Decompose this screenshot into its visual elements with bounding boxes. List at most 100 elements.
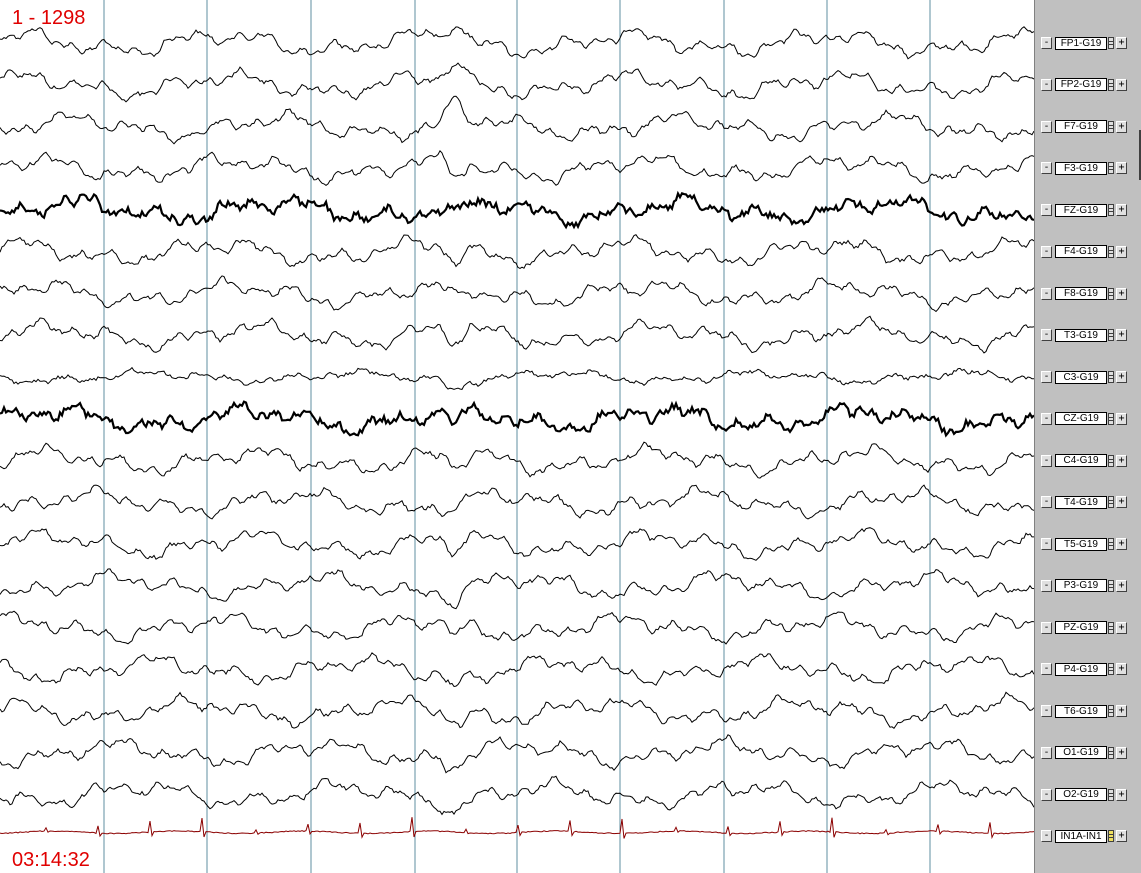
eeg-trace [0, 149, 1034, 187]
channel-control-row: - F8-G19 + [1041, 287, 1127, 301]
eeg-waveform-canvas[interactable] [0, 0, 1034, 873]
channel-scale-icon[interactable] [1108, 204, 1114, 216]
channel-label[interactable]: O2-G19 [1055, 788, 1107, 801]
channel-gain-decrease-button[interactable]: - [1041, 37, 1052, 49]
eeg-trace [0, 95, 1034, 145]
channel-gain-increase-button[interactable]: + [1116, 287, 1127, 300]
eeg-trace [0, 527, 1034, 561]
channel-label[interactable]: IN1A-IN1 [1055, 829, 1107, 843]
channel-scale-icon[interactable] [1108, 412, 1114, 425]
channel-label[interactable]: T6-G19 [1055, 704, 1107, 718]
channel-label[interactable]: O1-G19 [1055, 746, 1107, 760]
channel-scale-icon[interactable] [1108, 329, 1114, 342]
channel-gain-decrease-button[interactable]: - [1041, 705, 1052, 717]
channel-label[interactable]: T3-G19 [1055, 328, 1107, 342]
channel-gain-increase-button[interactable]: + [1116, 663, 1127, 676]
channel-scale-icon[interactable] [1108, 454, 1114, 467]
channel-gain-increase-button[interactable]: + [1116, 245, 1127, 258]
page-range-label: 1 - 1298 [12, 7, 86, 29]
channel-scale-icon[interactable] [1108, 371, 1114, 383]
channel-gain-decrease-button[interactable]: - [1041, 788, 1052, 801]
channel-label[interactable]: P4-G19 [1055, 662, 1107, 676]
channel-label[interactable]: FP1-G19 [1055, 36, 1107, 50]
channel-gain-increase-button[interactable]: + [1116, 371, 1127, 383]
channel-scale-icon[interactable] [1108, 287, 1114, 300]
channel-gain-increase-button[interactable]: + [1116, 621, 1127, 634]
channel-label[interactable]: T5-G19 [1055, 537, 1107, 551]
channel-label[interactable]: C4-G19 [1055, 454, 1107, 467]
channel-label[interactable]: T4-G19 [1055, 495, 1107, 509]
channel-controls-panel: - FP1-G19 + - FP2-G19 + - F7-G19 + - F3-G19 + - FZ-G1… [1035, 0, 1141, 873]
channel-scale-icon[interactable] [1108, 538, 1114, 550]
channel-scale-icon[interactable] [1108, 621, 1114, 634]
channel-gain-decrease-button[interactable]: - [1041, 329, 1052, 342]
channel-gain-increase-button[interactable]: + [1116, 204, 1127, 216]
channel-label[interactable]: F3-G19 [1055, 161, 1107, 175]
channel-control-row: - T5-G19 + [1041, 537, 1127, 551]
channel-gain-decrease-button[interactable]: - [1041, 287, 1052, 300]
timestamp-label: 03:14:32 [12, 849, 90, 871]
eeg-trace [0, 26, 1034, 60]
channel-control-row: - FZ-G19 + [1041, 203, 1127, 217]
channel-gain-decrease-button[interactable]: - [1041, 454, 1052, 467]
channel-gain-decrease-button[interactable]: - [1041, 120, 1052, 133]
channel-scale-icon[interactable] [1108, 830, 1114, 843]
eeg-trace [0, 484, 1034, 520]
channel-gain-decrease-button[interactable]: - [1041, 538, 1052, 550]
channel-scale-icon[interactable] [1108, 788, 1114, 801]
channel-scale-icon[interactable] [1108, 78, 1114, 91]
channel-label[interactable]: C3-G19 [1055, 370, 1107, 384]
channel-control-row: - P3-G19 + [1041, 579, 1127, 593]
channel-scale-icon[interactable] [1108, 496, 1114, 509]
channel-label[interactable]: P3-G19 [1055, 579, 1107, 593]
channel-label[interactable]: F7-G19 [1055, 120, 1107, 133]
channel-scale-icon[interactable] [1108, 663, 1114, 676]
channel-gain-increase-button[interactable]: + [1116, 120, 1127, 133]
channel-scale-icon[interactable] [1108, 705, 1114, 717]
channel-gain-decrease-button[interactable]: - [1041, 162, 1052, 175]
channel-scale-icon[interactable] [1108, 162, 1114, 175]
channel-control-row: - F3-G19 + [1041, 161, 1127, 175]
channel-gain-increase-button[interactable]: + [1116, 579, 1127, 592]
channel-label[interactable]: FP2-G19 [1055, 78, 1107, 92]
channel-gain-increase-button[interactable]: + [1116, 538, 1127, 550]
channel-gain-decrease-button[interactable]: - [1041, 371, 1052, 383]
channel-label[interactable]: F4-G19 [1055, 245, 1107, 259]
channel-control-row: - PZ-G19 + [1041, 621, 1127, 635]
channel-scale-icon[interactable] [1108, 37, 1114, 49]
channel-gain-increase-button[interactable]: + [1116, 162, 1127, 175]
channel-gain-decrease-button[interactable]: - [1041, 663, 1052, 676]
channel-label[interactable]: CZ-G19 [1055, 412, 1107, 426]
channel-gain-decrease-button[interactable]: - [1041, 746, 1052, 759]
eeg-trace [0, 691, 1034, 730]
channel-control-row: - CZ-G19 + [1041, 412, 1127, 426]
channel-label[interactable]: PZ-G19 [1055, 621, 1107, 634]
channel-gain-increase-button[interactable]: + [1116, 412, 1127, 425]
channel-label[interactable]: FZ-G19 [1055, 203, 1107, 217]
channel-gain-decrease-button[interactable]: - [1041, 245, 1052, 258]
channel-gain-increase-button[interactable]: + [1116, 37, 1127, 49]
channel-gain-increase-button[interactable]: + [1116, 78, 1127, 91]
channel-gain-decrease-button[interactable]: - [1041, 830, 1052, 843]
channel-scale-icon[interactable] [1108, 579, 1114, 592]
channel-label[interactable]: F8-G19 [1055, 287, 1107, 300]
channel-gain-increase-button[interactable]: + [1116, 329, 1127, 342]
channel-control-row: - F4-G19 + [1041, 245, 1127, 259]
channel-scale-icon[interactable] [1108, 120, 1114, 133]
channel-gain-increase-button[interactable]: + [1116, 705, 1127, 717]
channel-gain-decrease-button[interactable]: - [1041, 496, 1052, 509]
channel-gain-decrease-button[interactable]: - [1041, 412, 1052, 425]
channel-gain-increase-button[interactable]: + [1116, 830, 1127, 843]
channel-scale-icon[interactable] [1108, 245, 1114, 258]
channel-gain-decrease-button[interactable]: - [1041, 204, 1052, 216]
channel-gain-increase-button[interactable]: + [1116, 746, 1127, 759]
eeg-waveform-panel[interactable]: 1 - 1298 03:14:32 [0, 0, 1035, 873]
channel-scale-icon[interactable] [1108, 746, 1114, 759]
channel-gain-increase-button[interactable]: + [1116, 496, 1127, 509]
channel-gain-decrease-button[interactable]: - [1041, 621, 1052, 634]
channel-gain-decrease-button[interactable]: - [1041, 579, 1052, 592]
channel-gain-decrease-button[interactable]: - [1041, 78, 1052, 91]
channel-gain-increase-button[interactable]: + [1116, 454, 1127, 467]
eeg-trace [0, 568, 1034, 610]
channel-gain-increase-button[interactable]: + [1116, 788, 1127, 801]
